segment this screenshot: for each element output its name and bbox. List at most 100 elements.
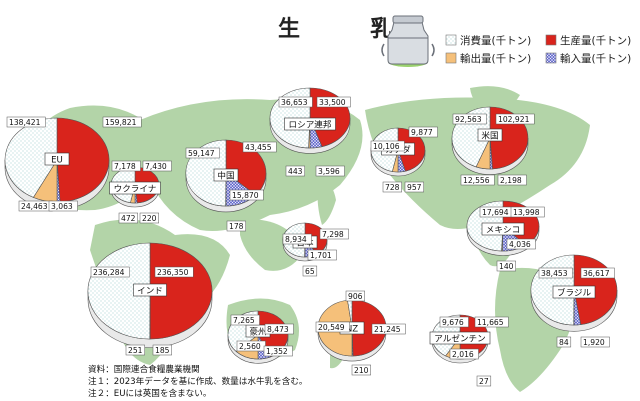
pie-10-production-label: 21,245	[374, 325, 401, 334]
pie-12-name-box	[552, 285, 596, 299]
pie-5-name: 米国	[481, 130, 498, 142]
pie-8-consumption-label-box	[90, 266, 130, 278]
pie-7-export-label: 140	[499, 262, 514, 271]
pie-6-export-label-box	[302, 265, 318, 277]
pie-5-import-label: 2,198	[500, 176, 522, 185]
pie-6-consumption-label: 8,934	[285, 235, 307, 244]
pie-4-production-label: 9,877	[411, 128, 433, 137]
legend: 消費量(千トン) 生産量(千トン) 輸出量(千トン) 輸入量(千トン)	[445, 34, 631, 65]
legend-label-export: 輸出量(千トン)	[460, 52, 531, 65]
pie-1-import-label-box	[139, 212, 159, 224]
pie-12-export-label: 84	[559, 338, 569, 347]
pie-8-name: インド	[137, 287, 163, 297]
pie-2-name-box	[213, 168, 239, 182]
pie-4-import-label: 957	[407, 183, 422, 192]
pie-1-name-box	[109, 181, 161, 195]
pie-8-production-label: 236,350	[157, 268, 189, 277]
pie-8-export-label: 251	[128, 346, 143, 355]
pie-5-production-label: 102,921	[498, 115, 530, 124]
pie-7-name: メキシコ	[486, 226, 520, 236]
legend-item-export: 輸出量(千トン)	[445, 52, 531, 65]
pie-4-consumption-label: 10,106	[373, 142, 400, 151]
pie-10-export-label: 20,549	[318, 323, 345, 332]
pie-7: メキシコ 17,694 13,998 140 4,036	[466, 200, 545, 272]
pie-0-production-label-box	[102, 116, 142, 128]
pie-0: EU 138,421 159,821 24,463 3,063	[4, 116, 142, 212]
pie-12-production-label: 36,617	[583, 269, 610, 278]
pie-6-production-label-box	[319, 228, 349, 240]
pie-3-export-label: 443	[288, 167, 303, 176]
pie-11-name: アルゼンチン	[434, 333, 485, 345]
pie-11-production-label-box	[474, 316, 509, 328]
pie-charts: EU 138,421 159,821 24,463 3,063 ウクライナ 7,178 7,4…	[4, 87, 618, 387]
pie-2-import-label-box	[229, 189, 264, 201]
pie-10-consumption-label-box	[345, 290, 365, 302]
legend-item-consumption: 消費量(千トン)	[445, 34, 531, 47]
pie-9-name: 豪州	[249, 326, 266, 338]
pie-1-consumption-label-box	[111, 160, 141, 172]
pie-3-import-label: 3,596	[318, 167, 340, 176]
note-2: 注２：EUには英国を含まない。	[88, 387, 211, 399]
pie-5-production-label-box	[495, 113, 535, 125]
pie-0-name-box	[44, 152, 70, 166]
pie-9-consumption-label: 7,265	[233, 316, 255, 325]
pie-9: 豪州7,265 8,473 2,560 1,352	[227, 310, 294, 364]
pie-7-export-label-box	[496, 260, 516, 272]
pie-6-consumption-label-box	[282, 233, 312, 245]
pie-1-export-label: 472	[121, 214, 136, 223]
pie-10-import-label: 210	[354, 366, 369, 375]
pie-10: NZ 906 21,245 20,549 210	[315, 290, 406, 376]
pie-11: アルゼンチン 9,676 11,665 2,016 27	[429, 314, 509, 387]
pie-3-name: ロシア連邦	[289, 119, 332, 131]
pie-5-import-label-box	[497, 174, 527, 186]
pie-6-production-label: 7,298	[322, 230, 344, 239]
pie-1-export-label-box	[118, 212, 138, 224]
pie-2-production-label-box	[242, 141, 277, 153]
pie-10-production-label-box	[371, 323, 406, 335]
pie-0-import-label-box	[48, 200, 78, 212]
pie-10-name: NZ	[346, 325, 358, 335]
milk-can-icon	[381, 15, 435, 67]
pie-5: 米国 92,563 102,921 12,556 2,198	[451, 106, 535, 186]
pie-8-import-label: 185	[155, 346, 170, 355]
pie-9-consumption-label-box	[230, 314, 260, 326]
legend-item-import: 輸入量(千トン)	[545, 52, 631, 65]
note-source: 資料：国際連合食糧農業機関	[88, 363, 200, 375]
pie-5-consumption-label-box	[452, 113, 487, 125]
pie-8-export-label-box	[125, 344, 145, 356]
pie-11-import-label-box	[476, 375, 492, 387]
pie-3-import-label-box	[315, 165, 345, 177]
pie-2-import-label: 15,870	[232, 191, 259, 200]
pie-6-import-label: 1,701	[310, 251, 332, 260]
pie-3-name-box	[284, 117, 336, 131]
pie-7-import-label: 4,036	[509, 240, 531, 249]
pie-8: インド 236,284 236,350 251 185	[87, 242, 213, 356]
pie-3: ロシア連邦 36,653 33,500 443 3,596	[269, 87, 351, 177]
pie-0-consumption-label-box	[6, 116, 46, 128]
pie-8-production-label-box	[154, 266, 194, 278]
pie-2-name: 中国	[217, 170, 234, 182]
chart-title: 生 乳	[278, 16, 416, 42]
pie-2-export-label-box	[226, 220, 246, 232]
pie-2-consumption-label-box	[185, 147, 220, 159]
pie-2-consumption-label: 59,147	[188, 149, 215, 158]
pie-12-production-label-box	[580, 267, 615, 279]
pie-1-consumption-label: 7,178	[114, 162, 136, 171]
pie-1-name: ウクライナ	[114, 184, 157, 195]
pie-5-name-box	[477, 128, 503, 142]
pie-12-consumption-label-box	[538, 267, 573, 279]
pie-11-export-label: 2,016	[452, 350, 474, 359]
pie-2-export-label: 178	[229, 222, 244, 231]
pie-2-slice-production	[225, 139, 267, 196]
pie-3-consumption-label: 36,653	[281, 98, 308, 107]
pie-4-export-label-box	[382, 181, 402, 193]
pie-3-export-label-box	[285, 165, 305, 177]
note-1: 注１：2023年データを基に作成、数量は水牛乳を含む。	[88, 375, 308, 387]
pie-6-export-label: 65	[305, 267, 315, 276]
pie-12-export-label-box	[556, 336, 572, 348]
pie-5-export-label: 12,556	[463, 176, 490, 185]
pie-3-production-label: 33,500	[319, 98, 346, 107]
pie-2: 中国 59,147 43,455 178 15,870	[185, 139, 277, 232]
